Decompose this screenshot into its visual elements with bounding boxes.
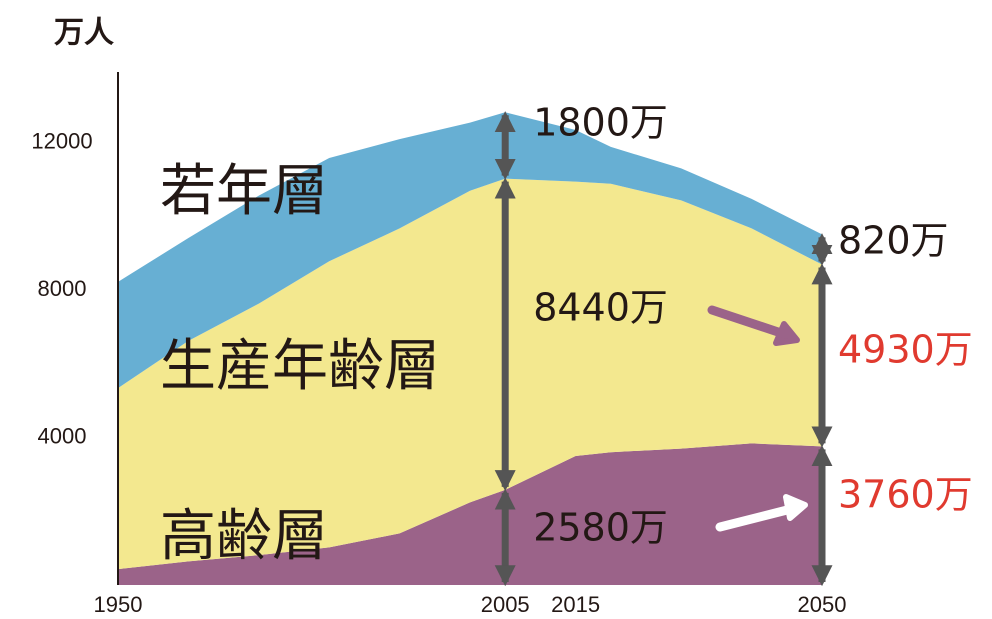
y-tick-label: 4000 [38, 423, 87, 448]
x-tick-label: 1950 [94, 592, 143, 617]
annotation: 2580万 [533, 506, 668, 550]
annotation: 820万 [838, 219, 949, 263]
series-label: 若年層 [160, 159, 328, 224]
x-tick-label: 2005 [481, 592, 530, 617]
series-label: 高齢層 [160, 504, 328, 569]
area [118, 178, 822, 570]
trend-arrow-head [773, 321, 800, 346]
x-tick-label: 2050 [798, 592, 847, 617]
y-axis-label: 万人 [54, 16, 114, 51]
trend-arrow [715, 503, 800, 532]
trend-arrow [707, 305, 795, 341]
y-tick-label: 12000 [31, 128, 92, 153]
area [118, 443, 822, 585]
y-tick-label: 8000 [38, 276, 87, 301]
annotation: 4930万 [838, 328, 973, 372]
series-label: 生産年齢層 [160, 334, 440, 399]
annotation: 3760万 [838, 473, 973, 517]
area [118, 112, 822, 389]
annotation: 1800万 [533, 101, 668, 145]
annotation: 8440万 [533, 286, 668, 330]
areas [118, 112, 822, 585]
trend-arrow-head [783, 494, 808, 521]
x-tick-label: 2015 [551, 592, 600, 617]
